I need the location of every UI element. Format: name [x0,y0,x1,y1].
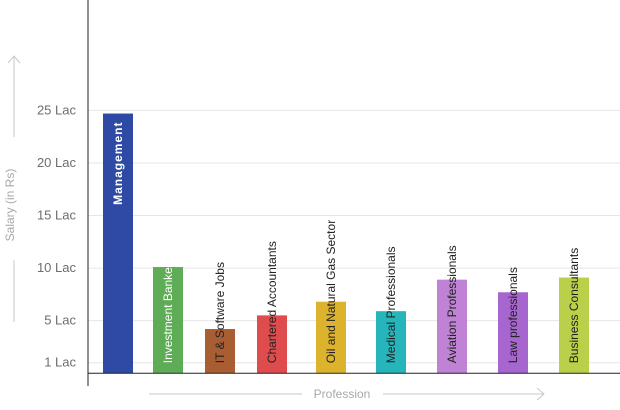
x-axis-arrow-head [536,387,545,401]
y-tick-label: 1 Lac [44,355,76,370]
bar-label: Chartered Accountants [265,241,279,363]
y-tick-label: 5 Lac [44,313,76,328]
x-axis-title: Profession [314,387,371,401]
bar [316,301,346,374]
x-axis-title-group: Profession [149,387,545,401]
y-tick-label: 10 Lac [37,260,77,275]
bar [153,267,183,374]
y-tick-labels: 1 Lac 5 Lac 10 Lac 15 Lac 20 Lac 25 Lac [37,102,77,369]
bar [205,329,235,374]
y-tick-label: 20 Lac [37,155,77,170]
bar [257,315,287,374]
bar-label: Law professionals [506,267,520,363]
bar [376,311,406,374]
bar [498,292,528,374]
y-axis-title: Salary (in Rs) [3,169,17,242]
y-tick-label: 25 Lac [37,102,77,117]
bar-label: Aviation Professionals [445,245,459,363]
bar-label: Management [111,122,125,205]
y-axis-arrow-head [7,55,21,64]
bars [103,113,589,374]
bar [437,279,467,374]
bar [559,277,589,374]
bar [103,113,133,374]
y-axis-title-group: Salary (in Rs) [3,55,21,322]
bar-label: Business Consultants [567,248,581,363]
bar-labels: Management Investment Bankers IT & Softwar… [111,122,581,364]
bar-label: Investment Bankers [161,257,175,363]
y-tick-label: 15 Lac [37,208,77,223]
bar-label: Oil and Natural Gas Sector [324,220,338,363]
bar-label: IT & Software Jobs [213,262,227,363]
bar-label: Medical Professionals [384,246,398,363]
